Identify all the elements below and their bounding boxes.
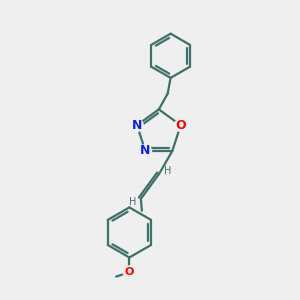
Text: H: H: [164, 166, 171, 176]
Circle shape: [175, 119, 187, 131]
Circle shape: [131, 119, 143, 131]
Text: H: H: [129, 197, 136, 207]
Text: O: O: [125, 267, 134, 277]
Circle shape: [139, 145, 152, 157]
Circle shape: [123, 266, 136, 278]
Text: O: O: [176, 119, 186, 132]
Text: N: N: [132, 119, 142, 132]
Text: N: N: [140, 144, 151, 158]
